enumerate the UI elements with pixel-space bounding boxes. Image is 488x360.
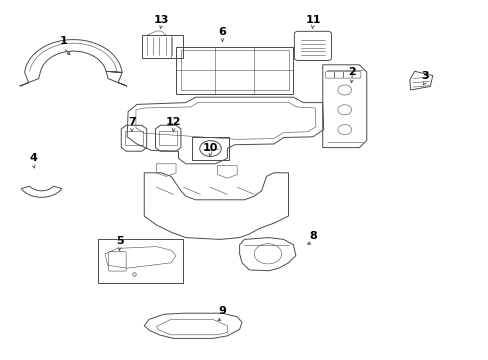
- Text: 5: 5: [116, 236, 123, 246]
- Text: 1: 1: [60, 36, 67, 46]
- Text: 3: 3: [421, 71, 428, 81]
- Text: 10: 10: [202, 143, 218, 153]
- Text: 6: 6: [218, 27, 226, 37]
- Text: 12: 12: [165, 117, 181, 127]
- Text: 8: 8: [308, 231, 316, 241]
- Text: 2: 2: [347, 67, 355, 77]
- Text: 9: 9: [218, 306, 226, 316]
- Text: 7: 7: [128, 117, 136, 127]
- Text: 11: 11: [305, 15, 320, 25]
- Text: 13: 13: [153, 15, 169, 25]
- Text: 4: 4: [29, 153, 37, 163]
